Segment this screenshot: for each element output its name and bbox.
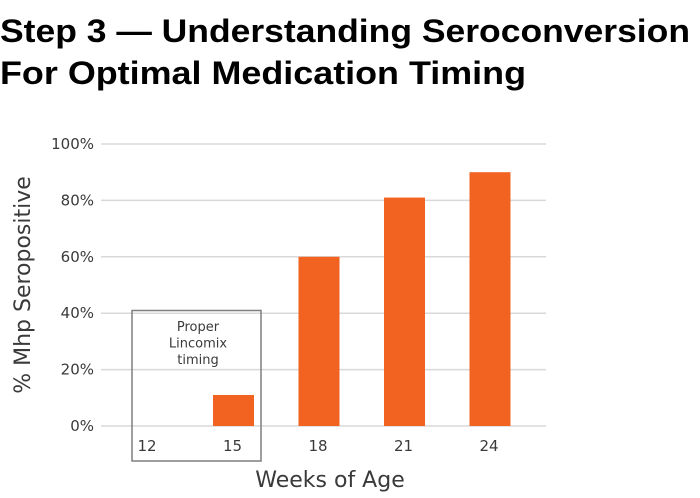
bar-21: [384, 197, 425, 426]
bar-24: [469, 172, 511, 426]
bar-15: [213, 394, 254, 426]
x-axis-label: Weeks of Age: [255, 468, 404, 493]
title-line-1: Step 3 — Understanding Seroconversion: [0, 13, 690, 49]
x-tick-label: 18: [308, 437, 327, 455]
y-axis-label: % Mhp Seropositive: [11, 176, 36, 394]
annotation-text: timing: [177, 353, 218, 368]
y-tick-label: 20%: [61, 361, 94, 379]
x-tick-label: 15: [223, 437, 242, 455]
y-tick-label: 40%: [61, 304, 94, 322]
y-tick-label: 80%: [61, 191, 94, 209]
title-line-2: For Optimal Medication Timing: [0, 55, 526, 91]
x-tick-label: 12: [137, 437, 156, 455]
y-tick-label: 0%: [70, 417, 94, 435]
annotation-text: Proper: [177, 320, 220, 335]
y-tick-label: 60%: [61, 248, 94, 266]
annotation-box: [131, 309, 262, 462]
x-tick-label: 24: [479, 437, 498, 455]
x-tick-label: 21: [394, 437, 413, 455]
annotation-text: Lincomix: [169, 337, 227, 352]
y-tick-label: 100%: [51, 135, 94, 153]
bar-18: [298, 256, 340, 426]
